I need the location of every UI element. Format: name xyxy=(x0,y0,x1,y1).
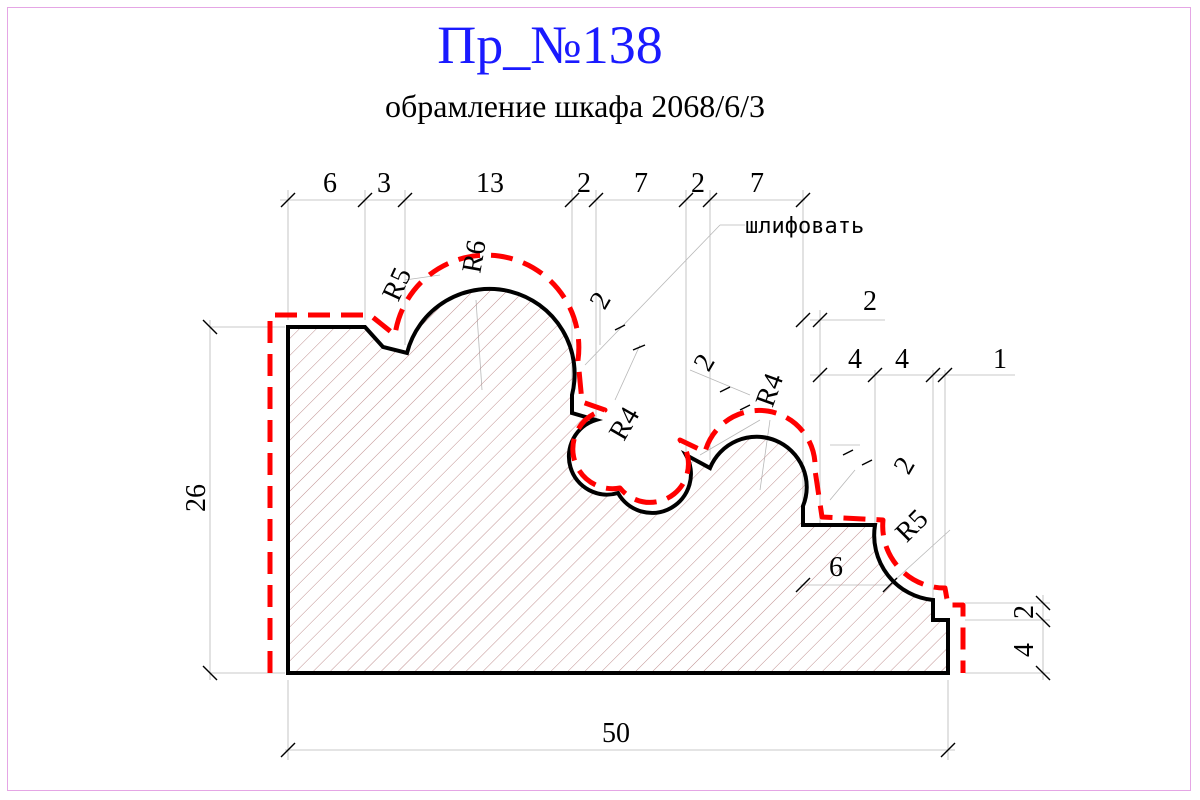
dim-top-4: 2 xyxy=(577,168,591,199)
profile-section xyxy=(286,286,950,675)
dim-top-3: 13 xyxy=(476,168,504,199)
radius-r6: R6 xyxy=(457,238,493,276)
dim-right-bottom-1: 2 xyxy=(1009,605,1040,619)
dim-height: 26 xyxy=(181,484,212,512)
radius-r4-right: R4 xyxy=(750,369,790,410)
radius-r5-right: R5 xyxy=(889,503,934,548)
radius-r4-left: R4 xyxy=(603,402,646,446)
dim-right-mid-1: 4 xyxy=(848,344,862,375)
dim-right-mid-3: 1 xyxy=(993,344,1007,375)
drawing-title: Пр_№138 xyxy=(437,15,663,75)
dim-right-upper: 2 xyxy=(863,286,877,317)
dim-top-1: 6 xyxy=(323,168,337,199)
drawing-frame xyxy=(7,7,1191,791)
dim-diag-3: 2 xyxy=(888,452,922,480)
dim-diag-2: 2 xyxy=(688,349,722,377)
dim-top-7: 7 xyxy=(750,168,764,199)
dim-top-5: 7 xyxy=(634,168,648,199)
dim-right-mid-2: 4 xyxy=(895,344,909,375)
dim-diag-1: 2 xyxy=(584,287,618,315)
radius-r5-left: R5 xyxy=(376,263,418,306)
dim-step: 6 xyxy=(829,552,843,583)
dim-top-2: 3 xyxy=(377,168,391,199)
sanding-annotation: шлифовать xyxy=(745,214,864,239)
dim-width: 50 xyxy=(602,718,630,749)
extension-lines xyxy=(209,190,1050,760)
drawing-subtitle: обрамление шкафа 2068/6/3 xyxy=(385,88,765,124)
dim-right-bottom-2: 4 xyxy=(1009,643,1040,657)
dim-top-6: 2 xyxy=(691,168,705,199)
